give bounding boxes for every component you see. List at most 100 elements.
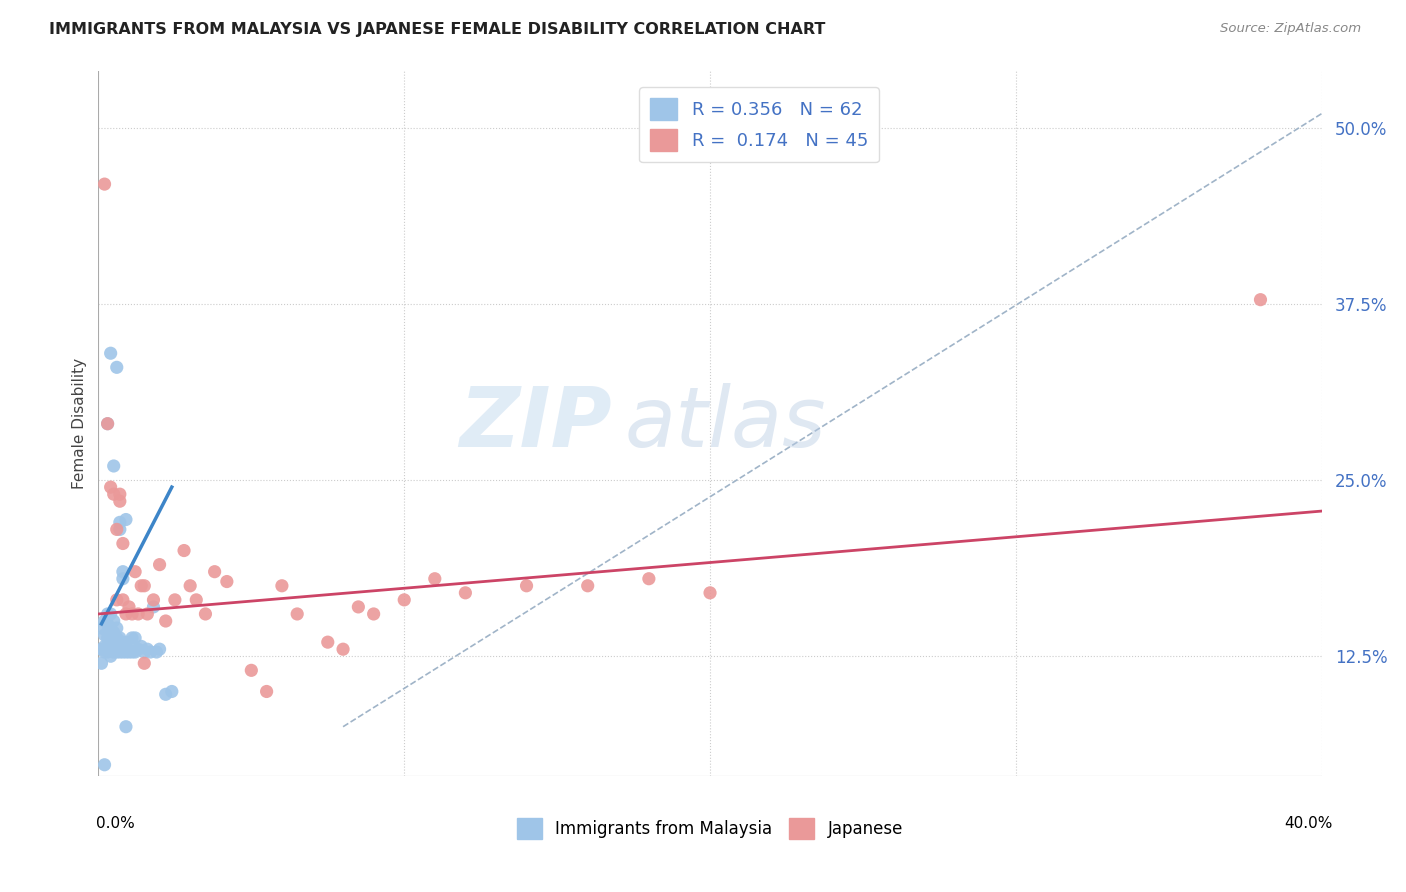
Text: Source: ZipAtlas.com: Source: ZipAtlas.com — [1220, 22, 1361, 36]
Point — [124, 565, 146, 579]
Point — [149, 558, 172, 572]
Legend: Immigrants from Malaysia, Japanese: Immigrants from Malaysia, Japanese — [510, 812, 910, 846]
Point — [316, 635, 339, 649]
Point — [204, 565, 226, 579]
Point — [103, 625, 125, 640]
Point — [93, 757, 115, 772]
Point — [155, 614, 177, 628]
Point — [100, 621, 122, 635]
Point — [111, 635, 134, 649]
Point — [134, 657, 156, 671]
Point — [100, 628, 122, 642]
Point — [179, 579, 201, 593]
Point — [134, 645, 156, 659]
Point — [240, 664, 263, 678]
Point — [285, 607, 308, 621]
Point — [108, 523, 131, 537]
Point — [363, 607, 385, 621]
Point — [105, 360, 128, 375]
Point — [145, 645, 167, 659]
Point — [118, 635, 141, 649]
Point — [118, 599, 141, 614]
Point — [256, 684, 278, 698]
Point — [97, 625, 120, 640]
Point — [108, 645, 131, 659]
Point — [97, 607, 120, 621]
Point — [103, 487, 125, 501]
Point — [103, 633, 125, 648]
Point — [699, 586, 721, 600]
Point — [105, 640, 128, 654]
Point — [149, 642, 172, 657]
Point — [97, 417, 120, 431]
Point — [194, 607, 217, 621]
Point — [155, 687, 177, 701]
Point — [97, 417, 120, 431]
Point — [115, 640, 138, 654]
Point — [121, 631, 143, 645]
Point — [111, 536, 134, 550]
Point — [115, 512, 138, 526]
Point — [100, 635, 122, 649]
Point — [108, 487, 131, 501]
Point — [93, 177, 115, 191]
Point — [100, 607, 122, 621]
Point — [105, 631, 128, 645]
Point — [142, 592, 165, 607]
Point — [127, 642, 149, 657]
Text: 0.0%: 0.0% — [96, 816, 135, 831]
Point — [129, 640, 152, 654]
Point — [90, 621, 112, 635]
Point — [454, 586, 477, 600]
Y-axis label: Female Disability: Female Disability — [72, 358, 87, 490]
Point — [347, 599, 370, 614]
Point — [121, 607, 143, 621]
Text: atlas: atlas — [624, 384, 827, 464]
Point — [93, 645, 115, 659]
Point — [100, 346, 122, 360]
Point — [392, 592, 416, 607]
Point — [111, 565, 134, 579]
Point — [121, 645, 143, 659]
Point — [105, 592, 128, 607]
Point — [136, 607, 159, 621]
Point — [103, 458, 125, 473]
Point — [108, 631, 131, 645]
Point — [215, 574, 238, 589]
Point — [108, 494, 131, 508]
Point — [637, 572, 661, 586]
Point — [118, 645, 141, 659]
Point — [111, 572, 134, 586]
Point — [93, 640, 115, 654]
Point — [97, 640, 120, 654]
Point — [115, 645, 138, 659]
Point — [97, 616, 120, 631]
Point — [423, 572, 446, 586]
Point — [142, 599, 165, 614]
Point — [105, 523, 128, 537]
Point — [332, 642, 354, 657]
Point — [136, 642, 159, 657]
Point — [270, 579, 292, 593]
Point — [105, 621, 128, 635]
Point — [186, 592, 208, 607]
Point — [103, 640, 125, 654]
Point — [93, 628, 115, 642]
Point — [127, 607, 149, 621]
Point — [90, 657, 112, 671]
Point — [124, 645, 146, 659]
Point — [139, 645, 162, 659]
Point — [100, 649, 122, 664]
Point — [115, 720, 138, 734]
Point — [111, 592, 134, 607]
Point — [124, 631, 146, 645]
Point — [103, 614, 125, 628]
Text: IMMIGRANTS FROM MALAYSIA VS JAPANESE FEMALE DISABILITY CORRELATION CHART: IMMIGRANTS FROM MALAYSIA VS JAPANESE FEM… — [49, 22, 825, 37]
Point — [108, 516, 131, 530]
Point — [97, 645, 120, 659]
Point — [160, 684, 183, 698]
Point — [100, 480, 122, 494]
Text: 40.0%: 40.0% — [1285, 816, 1333, 831]
Point — [105, 645, 128, 659]
Point — [576, 579, 599, 593]
